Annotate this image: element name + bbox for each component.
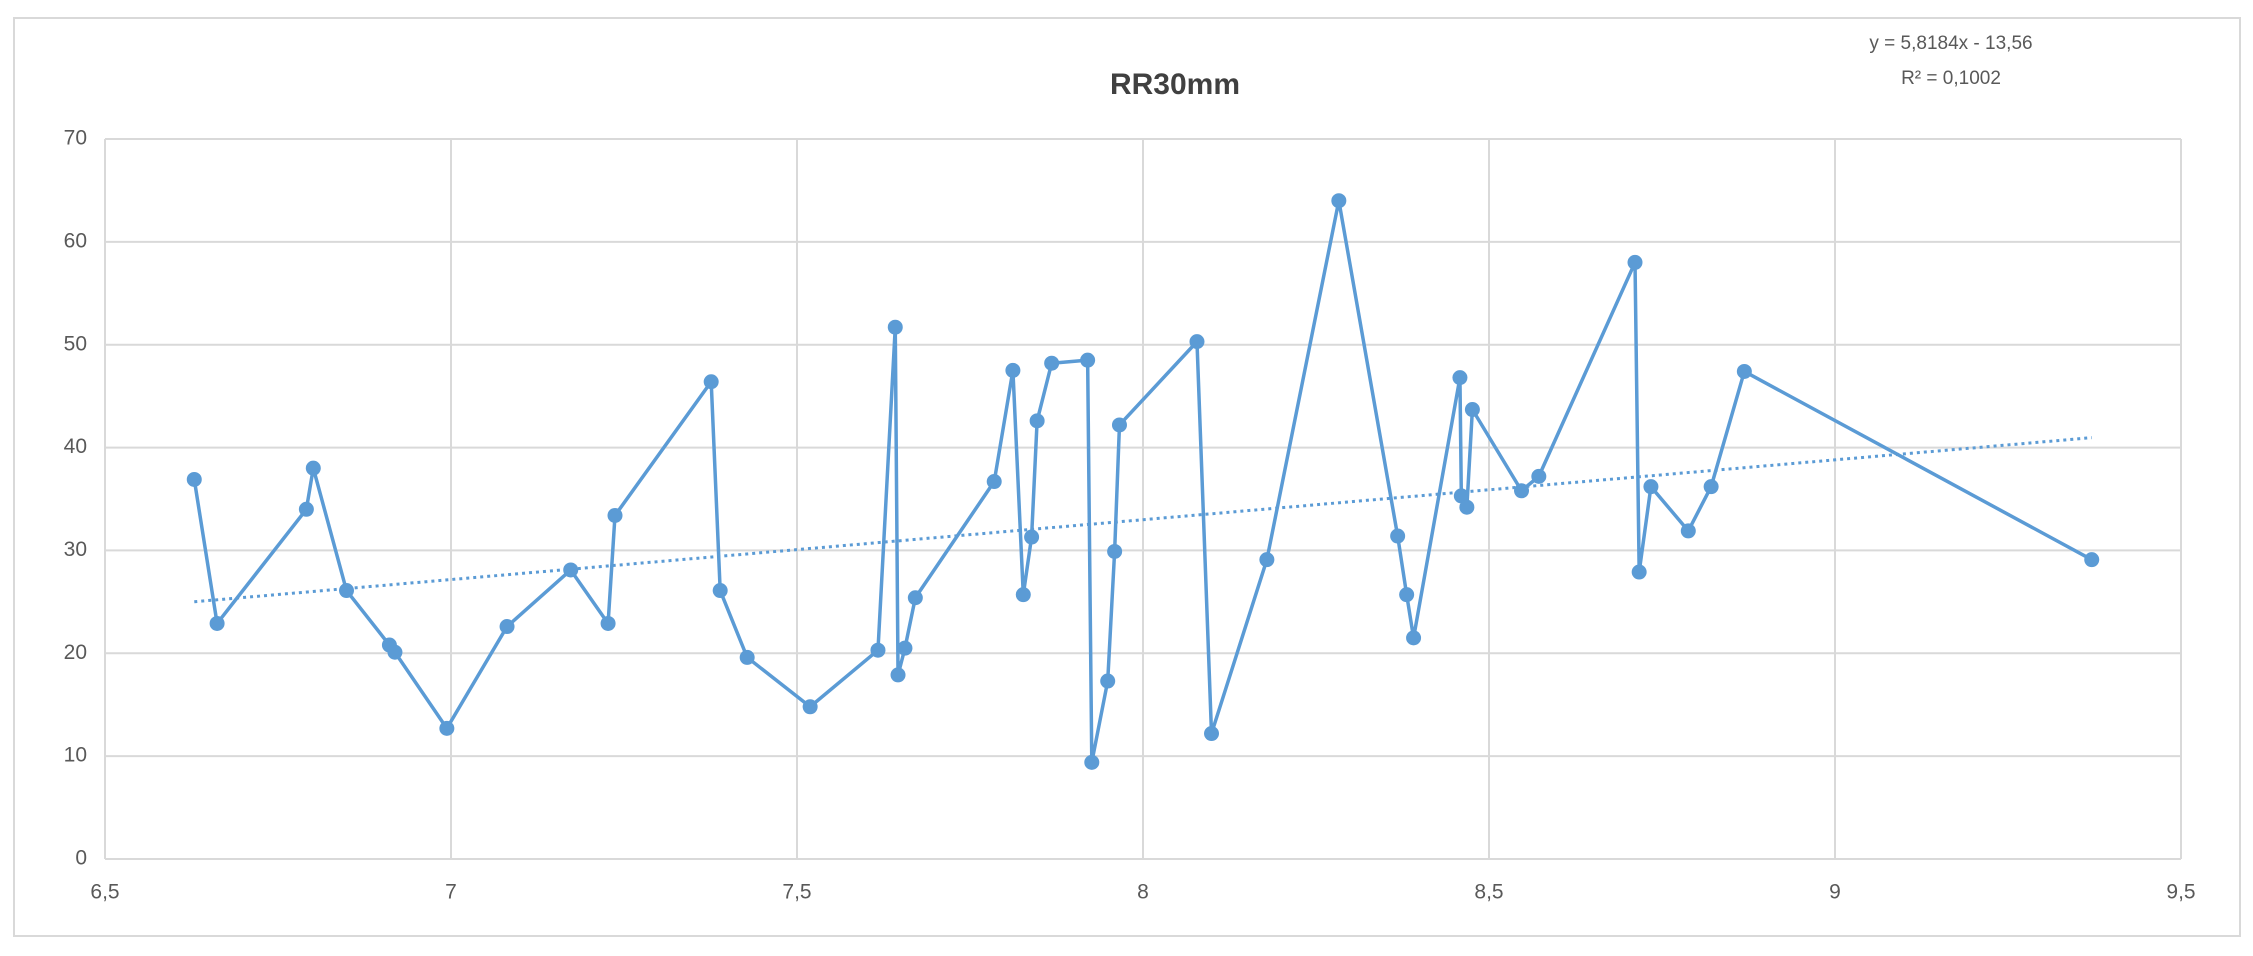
data-point	[298, 501, 314, 517]
data-point	[1029, 413, 1045, 429]
y-tick-label: 10	[64, 744, 87, 767]
data-point	[712, 583, 728, 599]
data-point	[607, 507, 623, 523]
data-point	[890, 667, 906, 683]
data-point	[1084, 754, 1100, 770]
data-point	[1631, 564, 1647, 580]
data-point	[1044, 355, 1060, 371]
data-point	[563, 562, 579, 578]
data-point	[439, 720, 455, 736]
chart-frame	[13, 17, 2241, 937]
data-point	[1390, 528, 1406, 544]
x-tick-label: 7,5	[782, 881, 811, 904]
y-tick-label: 20	[64, 641, 87, 664]
data-point	[1406, 630, 1422, 646]
data-point	[2084, 552, 2100, 568]
data-point	[339, 583, 355, 599]
data-point	[186, 471, 202, 487]
data-point	[1643, 479, 1659, 495]
x-tick-label: 8,5	[1474, 881, 1503, 904]
data-point	[1452, 370, 1468, 386]
x-tick-label: 8	[1137, 881, 1149, 904]
data-point	[1680, 523, 1696, 539]
data-point	[1100, 673, 1116, 689]
y-tick-label: 50	[64, 332, 87, 355]
data-point	[870, 642, 886, 658]
data-point	[1399, 587, 1415, 603]
data-point	[1111, 417, 1127, 433]
data-point	[1453, 488, 1469, 504]
y-tick-label: 70	[64, 127, 87, 150]
data-point	[802, 699, 818, 715]
series-line	[192, 198, 2093, 765]
data-point	[907, 590, 923, 606]
data-point	[739, 649, 755, 665]
data-point	[600, 615, 616, 631]
x-tick-label: 9,5	[2166, 881, 2195, 904]
data-point	[1514, 483, 1530, 499]
trendline-r2: R² = 0,1002	[1901, 68, 2001, 89]
data-point	[887, 319, 903, 335]
data-point	[1703, 479, 1719, 495]
x-tick-label: 9	[1829, 881, 1841, 904]
data-point	[1204, 726, 1220, 742]
data-point	[1080, 352, 1096, 368]
trendline	[194, 436, 2092, 604]
data-point	[499, 619, 515, 635]
chart-title: RR30mm	[1110, 68, 1240, 101]
data-point	[305, 460, 321, 476]
data-point	[1015, 587, 1031, 603]
y-tick-label: 40	[64, 435, 87, 458]
data-point	[1464, 402, 1480, 418]
data-point	[1331, 193, 1347, 209]
x-tick-label: 7	[445, 881, 457, 904]
x-tick-label: 6,5	[90, 881, 119, 904]
data-point	[703, 374, 719, 390]
data-point	[1005, 362, 1021, 378]
data-point	[1627, 254, 1643, 270]
data-point	[209, 615, 225, 631]
y-tick-label: 0	[75, 847, 87, 870]
data-point	[986, 474, 1002, 490]
data-point	[1736, 363, 1752, 379]
data-point	[1531, 468, 1547, 484]
y-tick-label: 60	[64, 229, 87, 252]
data-point	[1459, 499, 1475, 515]
data-point	[1024, 529, 1040, 545]
data-point	[1107, 543, 1123, 559]
y-tick-label: 30	[64, 538, 87, 561]
data-point	[1189, 334, 1205, 350]
data-point	[897, 640, 913, 656]
data-point	[1259, 552, 1275, 568]
trendline-equation: y = 5,8184x - 13,56	[1869, 33, 2032, 54]
data-point	[387, 644, 403, 660]
